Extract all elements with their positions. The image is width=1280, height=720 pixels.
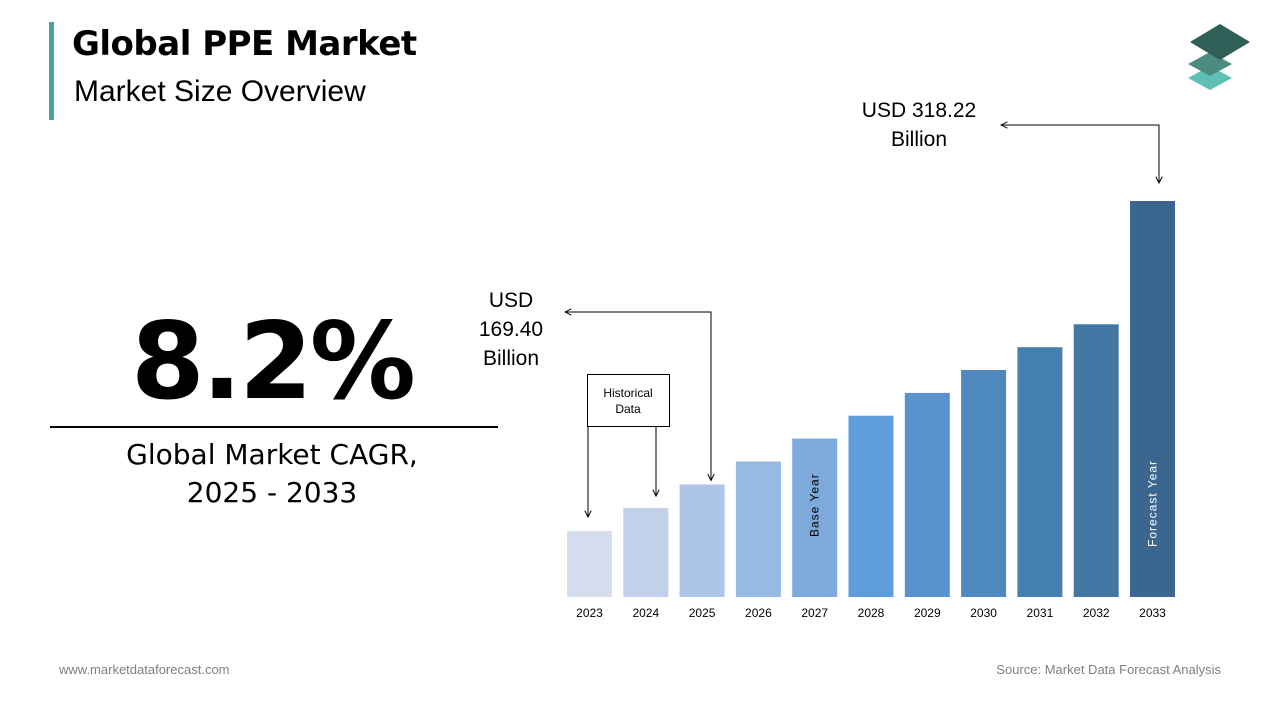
bar-2024 <box>623 508 669 597</box>
title-accent-bar <box>49 22 54 120</box>
x-tick-2028: 2028 <box>858 606 885 620</box>
x-tick-2033: 2033 <box>1139 606 1166 620</box>
historical-data-label-line-2: Data <box>615 402 641 416</box>
bar-2029 <box>904 392 950 597</box>
page-subtitle: Market Size Overview <box>74 75 366 108</box>
annotations-group: Base Year Forecast Year Historical Data USD 1… <box>479 99 1160 547</box>
cagr-label: Global Market CAGR, 2025 - 2033 <box>50 436 494 512</box>
x-tick-2025: 2025 <box>689 606 716 620</box>
start-value-line-3: Billion <box>483 347 539 370</box>
x-tick-2026: 2026 <box>745 606 772 620</box>
x-tick-2030: 2030 <box>970 606 997 620</box>
page-title: Global PPE Market <box>72 24 417 64</box>
x-tick-2027: 2027 <box>801 606 828 620</box>
bar-2032 <box>1073 324 1119 597</box>
bar-2031 <box>1017 347 1063 597</box>
end-value-arrow <box>1001 125 1159 183</box>
base-year-label: Base Year <box>808 473 822 537</box>
historical-data-box <box>587 374 670 427</box>
end-value-line-2: Billion <box>891 128 947 151</box>
cagr-divider <box>50 426 498 428</box>
cagr-label-line-2: 2025 - 2033 <box>186 476 358 509</box>
historical-data-label-line-1: Historical <box>603 386 652 400</box>
logo-layer-bottom <box>1188 66 1232 90</box>
x-tick-2024: 2024 <box>632 606 659 620</box>
bar-2025 <box>679 484 725 597</box>
x-tick-2029: 2029 <box>914 606 941 620</box>
bar-2026 <box>735 461 781 597</box>
bar-2027 <box>792 438 838 597</box>
cagr-label-line-1: Global Market CAGR, <box>126 438 418 471</box>
footer-source: Source: Market Data Forecast Analysis <box>996 662 1221 677</box>
forecast-year-label: Forecast Year <box>1146 460 1160 547</box>
bar-2030 <box>961 370 1007 597</box>
layers-logo-icon <box>1188 24 1250 90</box>
x-tick-2031: 2031 <box>1027 606 1054 620</box>
bar-2028 <box>848 415 894 597</box>
bar-2033 <box>1130 201 1175 597</box>
bars-group <box>567 201 1175 597</box>
x-tick-2023: 2023 <box>576 606 603 620</box>
cagr-value: 8.2% <box>131 300 416 423</box>
x-tick-labels: 2023 2024 2025 2026 2027 2028 2029 2030 2031 2032… <box>576 606 1166 620</box>
bar-2023 <box>567 531 612 597</box>
start-value-line-1: USD <box>489 289 533 312</box>
footer-website: www.marketdataforecast.com <box>59 662 230 677</box>
start-value-arrow <box>565 312 711 481</box>
x-tick-2032: 2032 <box>1083 606 1110 620</box>
end-value-line-1: USD 318.22 <box>862 99 976 122</box>
logo-layer-top <box>1190 24 1250 60</box>
start-value-line-2: 169.40 <box>479 318 543 341</box>
